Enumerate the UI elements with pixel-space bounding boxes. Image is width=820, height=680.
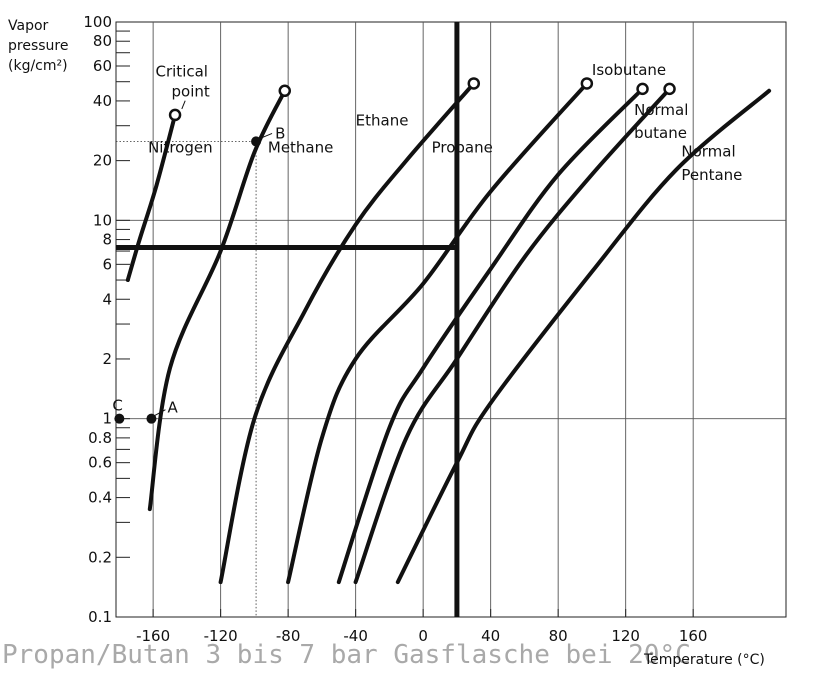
x-tick-label: -120: [204, 627, 238, 645]
y-tick-label: 0.1: [88, 608, 112, 626]
critical-point-label-line-2: point: [172, 83, 210, 101]
critical-point-label-line-1: Critical: [156, 63, 208, 81]
y-tick-label: 60: [93, 57, 112, 75]
series-label: Propane: [432, 138, 493, 156]
point-leader-b: [259, 132, 273, 139]
series-line-normal-pentane: [395, 88, 772, 585]
critical-point-marker-propane: [580, 77, 594, 90]
y-tick-label: 40: [93, 92, 112, 110]
series-line-ethane: [218, 81, 476, 585]
series-line-nitrogen: [125, 112, 178, 282]
critical-point-marker-nitrogen: [168, 108, 182, 122]
x-tick-label: -80: [276, 627, 301, 645]
y-tick-label: 1: [102, 410, 112, 428]
point-label-a: A: [167, 399, 178, 417]
y-axis-title-line-2: pressure: [8, 38, 69, 54]
critical-point-marker-isobutane: [636, 82, 649, 96]
point-leader-a: [154, 409, 166, 417]
series-label: Methane: [268, 138, 334, 156]
series-line-propane: [286, 81, 589, 585]
series-line-normal-butane: [353, 86, 672, 585]
critical-point-marker-methane: [278, 84, 292, 98]
series-label: Isobutane: [592, 61, 666, 79]
critical-point-leader: [181, 100, 186, 110]
y-axis-title-line-1: Vapor: [8, 18, 49, 34]
series-label: Ethane: [356, 112, 409, 130]
critical-point-marker-ethane: [467, 77, 481, 90]
y-axis-title: Vapor pressure (kg/cm²): [8, 16, 68, 76]
x-tick-label: 40: [481, 627, 500, 645]
series-label: Pentane: [681, 166, 742, 184]
y-axis-title-line-3: (kg/cm²): [8, 58, 68, 74]
point-marker-b: [251, 136, 262, 147]
x-tick-label: 80: [549, 627, 568, 645]
y-tick-label: 8: [102, 231, 112, 249]
x-axis-title: Temperature (°C): [644, 652, 765, 668]
y-tick-label: 100: [83, 13, 112, 31]
series-label: Normal: [634, 101, 688, 119]
series-label: Nitrogen: [148, 138, 213, 156]
y-tick-label: 4: [102, 290, 112, 308]
series-label: Normal: [681, 142, 735, 160]
caption-text: Propan/Butan 3 bis 7 bar Gasflasche bei …: [2, 640, 691, 670]
x-tick-label: 120: [611, 627, 640, 645]
plot-frame: [115, 21, 787, 618]
y-tick-label: 0.6: [88, 454, 112, 472]
x-tick-label: 0: [418, 627, 428, 645]
y-tick-label: 0.2: [88, 548, 112, 566]
x-tick-label: -160: [136, 627, 170, 645]
y-tick-label: 6: [102, 255, 112, 273]
y-tick-label: 20: [93, 152, 112, 170]
point-label-c: C: [112, 397, 122, 415]
y-tick-label: 0.4: [88, 489, 112, 507]
y-tick-label: 80: [93, 32, 112, 50]
point-marker-c: [114, 413, 125, 424]
series-label: butane: [634, 124, 687, 142]
critical-point-marker-normal-butane: [663, 82, 676, 96]
y-tick-label: 2: [102, 350, 112, 368]
point-marker-a: [146, 413, 157, 424]
y-tick-label: 10: [93, 211, 112, 229]
y-tick-label: 0.8: [88, 429, 112, 447]
point-label-b: B: [275, 124, 285, 142]
x-tick-label: -40: [343, 627, 368, 645]
x-tick-label: 160: [679, 627, 708, 645]
